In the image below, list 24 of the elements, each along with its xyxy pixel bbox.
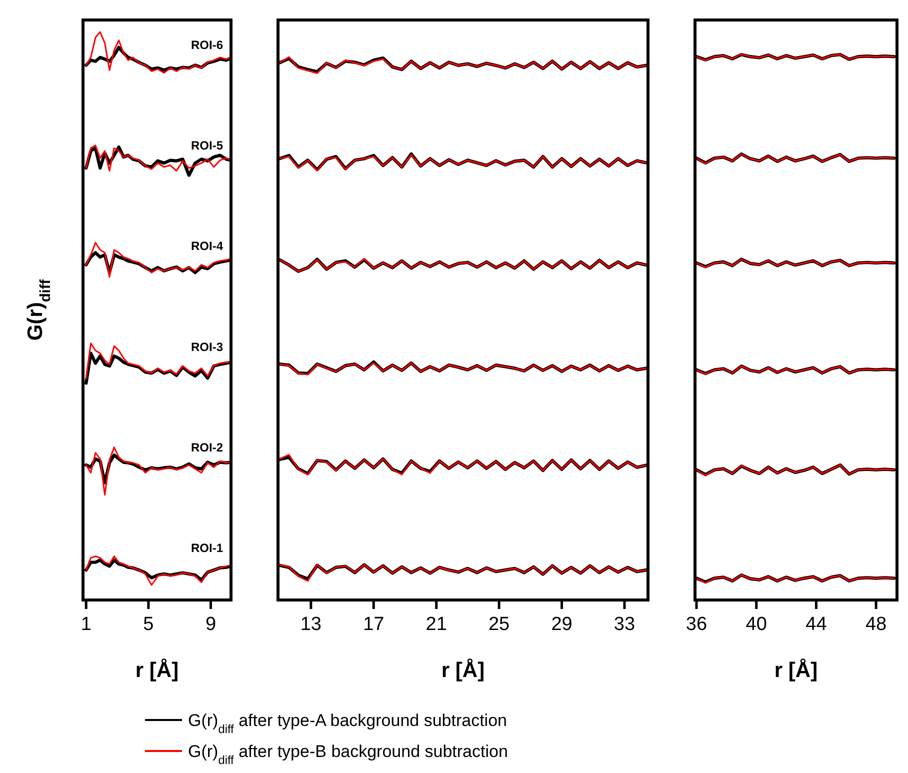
x-tick-label: 17	[363, 614, 384, 635]
x-tick-label: 36	[686, 614, 708, 635]
annotation: ROI-3	[190, 340, 224, 354]
x-tick-label: 9	[205, 614, 216, 635]
x-tick-label: 21	[426, 614, 447, 635]
x-axis-title: r [Å]	[441, 658, 485, 682]
x-tick-label: 5	[143, 614, 154, 635]
x-tick-label: 25	[488, 614, 510, 635]
annotation: ROI-6	[190, 38, 224, 52]
x-tick-label: 44	[806, 614, 828, 635]
x-axis-title: r [Å]	[774, 658, 818, 682]
legend-label: G(r)$_{diff}$ after type-A background subtraction	[188, 711, 507, 736]
legend-label: G(r)$_{diff}$ after type-B background subtraction	[188, 742, 508, 767]
x-axis-title: r [Å]	[135, 658, 179, 682]
x-tick-label: 33	[614, 614, 636, 635]
x-tick-label: 13	[300, 614, 322, 635]
annotation: ROI-5	[190, 138, 224, 153]
annotation: ROI-2	[190, 440, 224, 454]
annotation: ROI-4	[190, 239, 224, 254]
annotation: ROI-1	[190, 541, 224, 555]
x-tick-label: 40	[746, 614, 767, 635]
x-tick-label: 1	[80, 614, 92, 635]
x-tick-label: 29	[551, 614, 572, 635]
x-tick-label: 48	[865, 614, 887, 635]
